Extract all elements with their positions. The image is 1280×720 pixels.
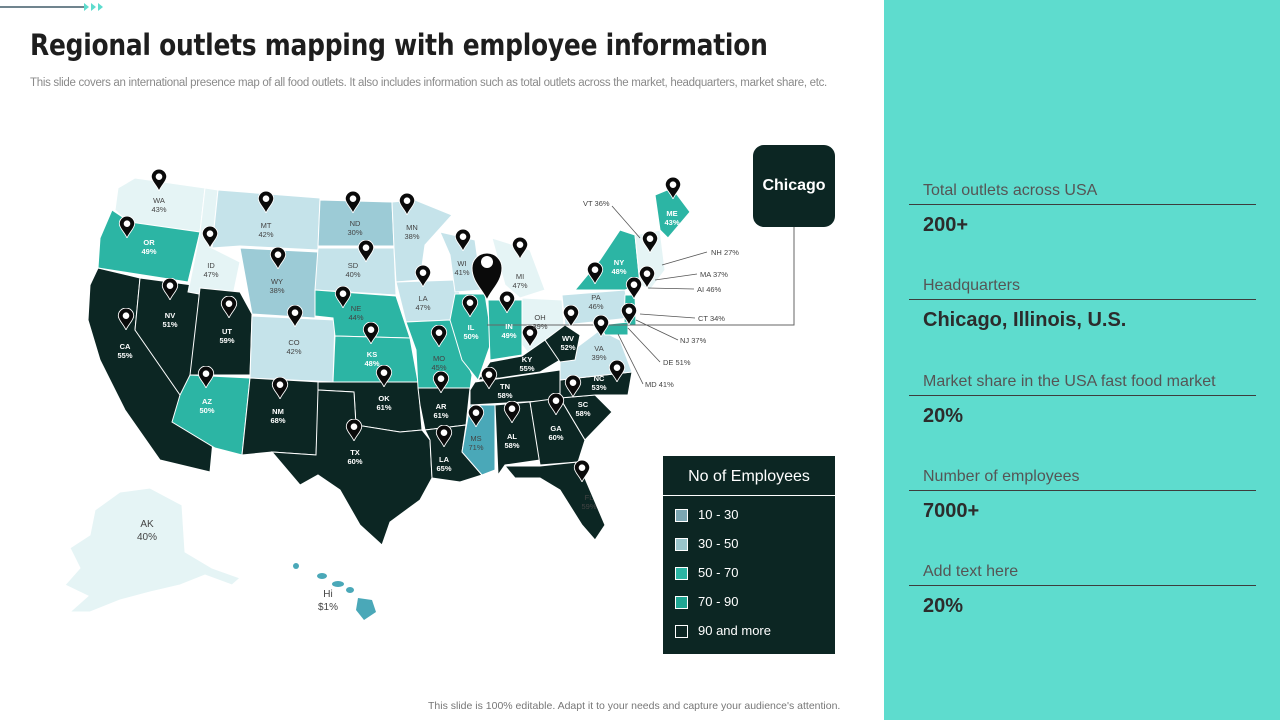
- state-label: NV 51%: [162, 311, 177, 329]
- state-mn[interactable]: [391, 199, 453, 283]
- stat-value: 200+: [923, 214, 969, 236]
- state-label: KS 48%: [364, 350, 379, 368]
- state-label: SC 58%: [575, 400, 590, 418]
- state-al[interactable]: [494, 401, 541, 477]
- legend-swatch: [675, 596, 688, 610]
- state-label: NE 44%: [348, 304, 363, 322]
- chicago-pin[interactable]: [471, 252, 503, 302]
- state-label: MI 47%: [512, 272, 527, 290]
- state-label: AZ 50%: [199, 397, 214, 415]
- stat-label: Headquarters: [909, 275, 1256, 300]
- right-panel: [884, 0, 1280, 720]
- stat-value: Chicago, Illinois, U.S.: [923, 309, 1127, 331]
- state-label: ME 43%: [664, 209, 679, 227]
- state-label: PA 46%: [588, 293, 603, 311]
- chicago-connector: [487, 226, 795, 326]
- callout-label: MA 37%: [700, 270, 728, 279]
- stat-value: 20%: [923, 405, 964, 427]
- state-label: IN 49%: [501, 322, 516, 340]
- page-title: Regional outlets mapping with employee i…: [30, 28, 768, 62]
- state-label: AL 58%: [504, 432, 519, 450]
- state-hi[interactable]: [293, 563, 376, 620]
- stat-total-outlets: Total outlets across USA 200+: [909, 180, 1256, 237]
- stat-employees: Number of employees 7000+: [909, 466, 1256, 523]
- stat-market-share: Market share in the USA fast food market…: [909, 371, 1256, 428]
- legend-item: 10 - 30: [675, 507, 738, 523]
- state-label: MS 71%: [468, 434, 483, 452]
- state-label: NM 68%: [270, 407, 285, 425]
- state-label: CO 42%: [286, 338, 301, 356]
- state-label: NY 48%: [611, 258, 626, 276]
- state-label: VA 39%: [591, 344, 606, 362]
- callout-label: NH 27%: [711, 248, 739, 257]
- stat-headquarters: Headquarters Chicago, Illinois, U.S.: [909, 275, 1256, 332]
- state-label: SD 40%: [345, 261, 360, 279]
- state-ut[interactable]: [189, 287, 253, 376]
- decorative-header-line: [0, 3, 103, 11]
- legend-item: 90 and more: [675, 623, 771, 639]
- stat-value: 20%: [923, 595, 964, 617]
- state-label: AR 61%: [433, 402, 448, 420]
- state-label: WY 38%: [269, 277, 284, 295]
- callout-label: NJ 37%: [680, 336, 707, 345]
- callout-label: MD 41%: [645, 380, 674, 389]
- state-label: CA 55%: [117, 342, 132, 360]
- callout-leaders: [611, 205, 708, 385]
- state-label: OR 49%: [141, 238, 156, 256]
- legend-item: 50 - 70: [675, 565, 738, 581]
- legend-swatch: [675, 625, 688, 639]
- usa-map: WA 43% OR 49% CA 55% ID 47% NV 51% MT 42% WY 38…: [64, 169, 795, 620]
- state-label: IL 50%: [463, 323, 478, 341]
- callout-label: AI 46%: [697, 285, 722, 294]
- footer-note: This slide is 100% editable. Adapt it to…: [428, 700, 841, 712]
- legend-swatch: [675, 567, 688, 581]
- state-label: WV 52%: [560, 334, 575, 352]
- callout-label: CT 34%: [698, 314, 725, 323]
- state-label: TN 58%: [497, 382, 512, 400]
- page-subtitle: This slide covers an international prese…: [30, 77, 827, 89]
- stat-value: 7000+: [923, 500, 980, 522]
- callout-label: DE 51%: [663, 358, 691, 367]
- state-label: OK 61%: [376, 394, 391, 412]
- stat-label: Add text here: [909, 561, 1256, 586]
- stat-label: Number of employees: [909, 466, 1256, 491]
- state-label: ND 30%: [347, 219, 362, 237]
- state-label: MT 42%: [258, 221, 273, 239]
- state-label: WI 41%: [454, 259, 469, 277]
- state-label: OH 39%: [532, 313, 547, 331]
- state-label: FL 59%: [581, 493, 596, 511]
- chicago-headquarters-box[interactable]: Chicago: [753, 145, 835, 227]
- state-label: LA 47%: [415, 294, 430, 312]
- legend-title: No of Employees: [663, 456, 835, 496]
- stat-label: Market share in the USA fast food market: [909, 371, 1256, 396]
- state-label: TX 60%: [347, 448, 362, 466]
- callout-label: VT 36%: [583, 199, 610, 208]
- state-label: MO 45%: [431, 354, 446, 372]
- state-label: AK 40%: [137, 519, 157, 543]
- state-label: MN 38%: [404, 223, 419, 241]
- state-label: NC 53%: [591, 374, 606, 392]
- employees-legend: No of Employees 10 - 30 30 - 50 50 - 70 …: [663, 456, 835, 654]
- legend-swatch: [675, 509, 688, 523]
- stat-add-text: Add text here 20%: [909, 561, 1256, 618]
- state-label: ID 47%: [203, 261, 218, 279]
- state-label: LA 65%: [436, 455, 451, 473]
- state-label: WA 43%: [151, 196, 166, 214]
- callout-labels: VT 36% NH 27% MA 37% AI 46% CT 34% NJ 37…: [583, 199, 739, 389]
- state-label: GA 60%: [548, 424, 563, 442]
- state-label: UT 59%: [219, 327, 234, 345]
- state-ms[interactable]: [461, 404, 496, 476]
- state-tx[interactable]: [270, 389, 433, 546]
- legend-item: 30 - 50: [675, 536, 738, 552]
- stat-label: Total outlets across USA: [909, 180, 1256, 205]
- state-wy[interactable]: [239, 247, 319, 319]
- state-ak[interactable]: [64, 487, 241, 613]
- state-wv[interactable]: [544, 324, 581, 363]
- legend-item: 70 - 90: [675, 594, 738, 610]
- state-label: Hi $1%: [318, 589, 338, 613]
- legend-swatch: [675, 538, 688, 552]
- state-label: KY 55%: [519, 355, 534, 373]
- state-labels: WA 43% OR 49% CA 55% ID 47% NV 51% MT 42% WY 38…: [117, 196, 679, 511]
- state-fl[interactable]: [503, 461, 606, 541]
